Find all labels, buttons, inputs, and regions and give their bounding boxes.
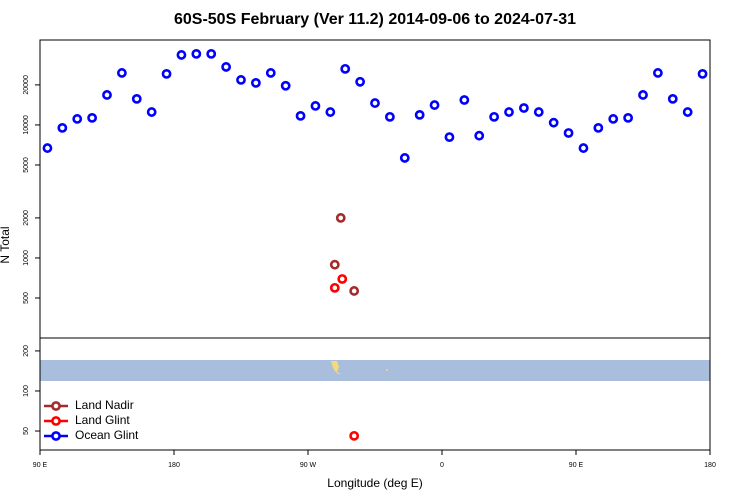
x-tick-label: 90 E xyxy=(33,462,48,469)
legend-label: Land Nadir xyxy=(75,398,134,412)
point xyxy=(146,107,157,117)
y-axis-label: N Total xyxy=(0,226,12,263)
point xyxy=(116,68,127,78)
y-tick-label: 10000 xyxy=(23,115,30,135)
point xyxy=(57,122,68,133)
point xyxy=(161,68,172,79)
point xyxy=(340,63,351,74)
x-axis-label: Longitude (deg E) xyxy=(327,476,422,490)
x-tick-label: 180 xyxy=(168,462,180,469)
point xyxy=(295,110,306,121)
point xyxy=(370,98,380,108)
point xyxy=(280,80,291,91)
point xyxy=(206,48,217,59)
point xyxy=(236,75,246,85)
y-tick-label: 1000 xyxy=(23,250,30,266)
point xyxy=(414,109,425,120)
x-tick-label: 180 xyxy=(704,462,716,469)
point xyxy=(349,430,360,441)
point xyxy=(384,111,395,122)
point xyxy=(325,107,336,117)
y-tick-label: 500 xyxy=(23,292,30,304)
point xyxy=(191,48,202,59)
point xyxy=(593,122,604,133)
point xyxy=(578,143,589,153)
point xyxy=(337,274,348,284)
y-tick-label: 2000 xyxy=(23,210,30,226)
point xyxy=(102,90,112,100)
point xyxy=(349,286,360,296)
point xyxy=(221,62,232,72)
land-patch xyxy=(386,369,388,371)
point xyxy=(444,132,455,143)
point xyxy=(355,76,366,87)
point xyxy=(459,95,470,105)
legend-marker xyxy=(51,401,61,411)
x-tick-label: 90 W xyxy=(300,462,317,469)
x-tick-label: 0 xyxy=(440,462,444,469)
legend-marker xyxy=(51,431,61,441)
point xyxy=(335,213,346,223)
point xyxy=(504,107,514,117)
point xyxy=(329,282,340,293)
legend-label: Ocean Glint xyxy=(75,428,139,442)
point xyxy=(489,111,500,122)
x-tick-label: 90 E xyxy=(569,462,584,469)
point xyxy=(623,112,634,123)
point xyxy=(518,103,529,113)
point xyxy=(474,130,485,141)
point xyxy=(652,68,663,78)
point xyxy=(131,93,142,104)
point xyxy=(329,259,340,270)
point xyxy=(638,90,648,100)
chart-title: 60S-50S February (Ver 11.2) 2014-09-06 t… xyxy=(174,11,576,28)
point xyxy=(42,143,53,153)
point xyxy=(250,78,261,88)
point xyxy=(310,101,321,111)
point xyxy=(72,114,83,124)
land-patch xyxy=(331,361,341,374)
map-strip xyxy=(40,360,710,381)
y-tick-label: 20000 xyxy=(23,75,30,95)
point xyxy=(563,128,574,138)
plot-frame xyxy=(39,39,711,451)
point xyxy=(399,153,410,163)
y-tick-label: 100 xyxy=(23,385,30,397)
point xyxy=(682,107,693,117)
legend-marker xyxy=(51,416,61,426)
legend-label: Land Glint xyxy=(75,413,130,427)
point xyxy=(608,114,619,124)
y-tick-label: 200 xyxy=(23,345,30,357)
point xyxy=(87,112,98,123)
y-tick-label: 50 xyxy=(23,427,30,435)
point xyxy=(533,107,544,117)
point xyxy=(548,117,559,128)
point xyxy=(176,50,187,60)
point xyxy=(667,93,678,104)
point xyxy=(265,68,276,78)
point xyxy=(697,68,708,79)
y-tick-label: 5000 xyxy=(23,157,30,173)
point xyxy=(429,100,440,110)
